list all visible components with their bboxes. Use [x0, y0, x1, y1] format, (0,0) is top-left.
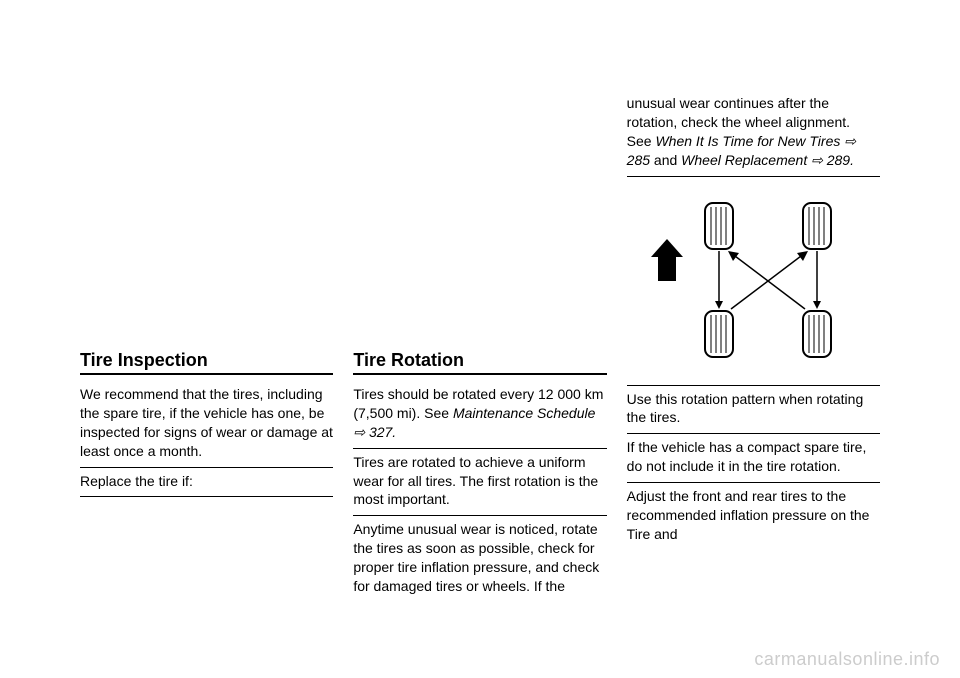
wheel-alignment-paragraph: unusual wear continues after the rotatio… — [627, 90, 880, 177]
tire-inspection-heading: Tire Inspection — [80, 350, 333, 375]
column-2: Tire Rotation Tires should be rotated ev… — [353, 90, 606, 602]
tire-rear-left-icon — [705, 311, 733, 357]
forward-arrow-icon — [651, 239, 683, 281]
wheel-replacement-ref: Wheel Replacement — [681, 152, 807, 168]
column-3: unusual wear continues after the rotatio… — [627, 90, 880, 602]
tire-rotation-diagram — [627, 177, 880, 386]
arrow-fr-to-rr-icon — [813, 251, 821, 309]
inspection-intro-paragraph: We recommend that the tires, including t… — [80, 381, 333, 468]
column-1: Tire Inspection We recommend that the ti… — [80, 90, 333, 602]
compact-spare-paragraph: If the vehicle has a compact spare tire,… — [627, 434, 880, 483]
tire-front-left-icon — [705, 203, 733, 249]
manual-page: Tire Inspection We recommend that the ti… — [0, 0, 960, 662]
new-tires-ref: When It Is Time for New Tires — [655, 133, 840, 149]
uniform-wear-paragraph: Tires are rotated to achieve a uniform w… — [353, 449, 606, 517]
maintenance-schedule-ref: Maintenance Schedule — [453, 405, 595, 421]
rotation-pattern-paragraph: Use this rotation pattern when rotating … — [627, 386, 880, 435]
replace-tire-if-paragraph: Replace the tire if: — [80, 468, 333, 498]
unusual-wear-paragraph: Anytime unusual wear is noticed, rotate … — [353, 516, 606, 602]
tire-rotation-heading: Tire Rotation — [353, 350, 606, 375]
wheel-replacement-page: ⇨ 289. — [807, 152, 854, 168]
see-prefix: See — [627, 133, 656, 149]
arrow-fl-to-rl-icon — [715, 251, 723, 309]
arrow-rr-to-fl-icon — [728, 251, 805, 309]
alignment-text: unusual wear continues after the rotatio… — [627, 95, 850, 130]
tire-front-right-icon — [803, 203, 831, 249]
tire-rear-right-icon — [803, 311, 831, 357]
and-text: and — [650, 152, 681, 168]
adjust-pressure-paragraph: Adjust the front and rear tires to the r… — [627, 483, 880, 550]
arrow-rl-to-fr-icon — [731, 251, 808, 309]
rotation-pattern-svg — [643, 185, 863, 375]
watermark-text: carmanualsonline.info — [754, 649, 940, 670]
rotation-interval-paragraph: Tires should be rotated every 12 000 km … — [353, 381, 606, 449]
maintenance-schedule-page: ⇨ 327. — [353, 424, 396, 440]
